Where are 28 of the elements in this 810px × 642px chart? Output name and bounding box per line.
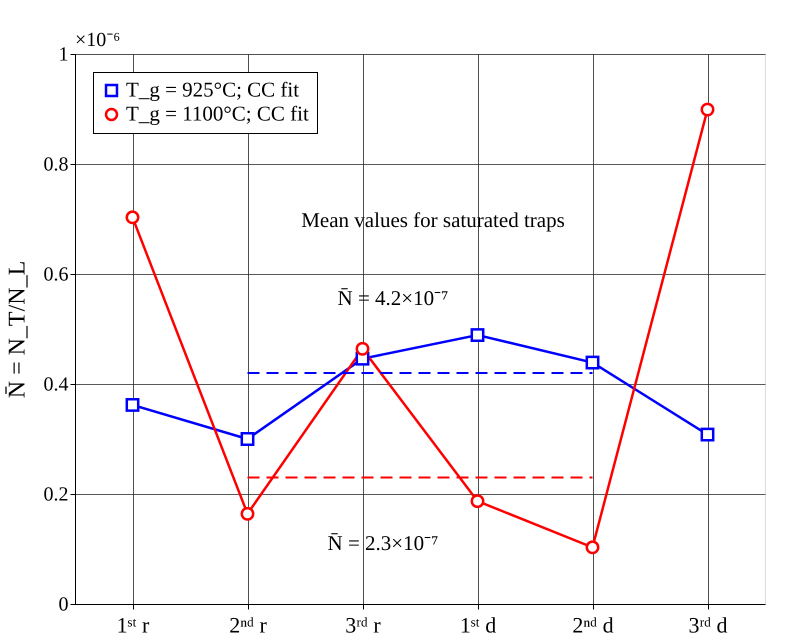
point [470,328,484,342]
point [240,432,254,446]
x-tick-label: 1ˢᵗ r [116,612,150,638]
x-tick-label: 1ˢᵗ d [460,612,496,638]
y-tick-label: 0 [58,594,68,616]
point [700,102,714,116]
text: ×10⁻⁶ [75,29,120,51]
x-tick-label: 3ʳᵈ d [688,612,728,638]
annotation: N̄ = 2.3×10⁻⁷ [328,531,438,555]
point [126,398,140,412]
point [586,356,600,370]
point [700,428,714,442]
x-tick-label: 3ʳᵈ r [345,612,382,638]
point [240,506,254,521]
x-tick-label: 2ⁿᵈ d [572,612,614,638]
point [586,540,600,554]
point [126,210,140,224]
y-tick-label: 0.2 [44,484,68,506]
y-tick-label: 0.6 [44,264,68,286]
x-tick-label: 2ⁿᵈ r [229,612,268,638]
point [470,494,484,508]
y-tick-label: 0.8 [44,154,68,176]
y-tick-label: 1 [58,44,68,66]
legend-label: T_g = 925°C; CC fit [126,78,300,102]
y-axis-title: N̄ = N_T/N_L [4,260,30,398]
point [356,342,370,356]
y-tick-label: 0.4 [44,374,68,396]
legend-label: T_g = 1100°C; CC fit [126,102,309,126]
